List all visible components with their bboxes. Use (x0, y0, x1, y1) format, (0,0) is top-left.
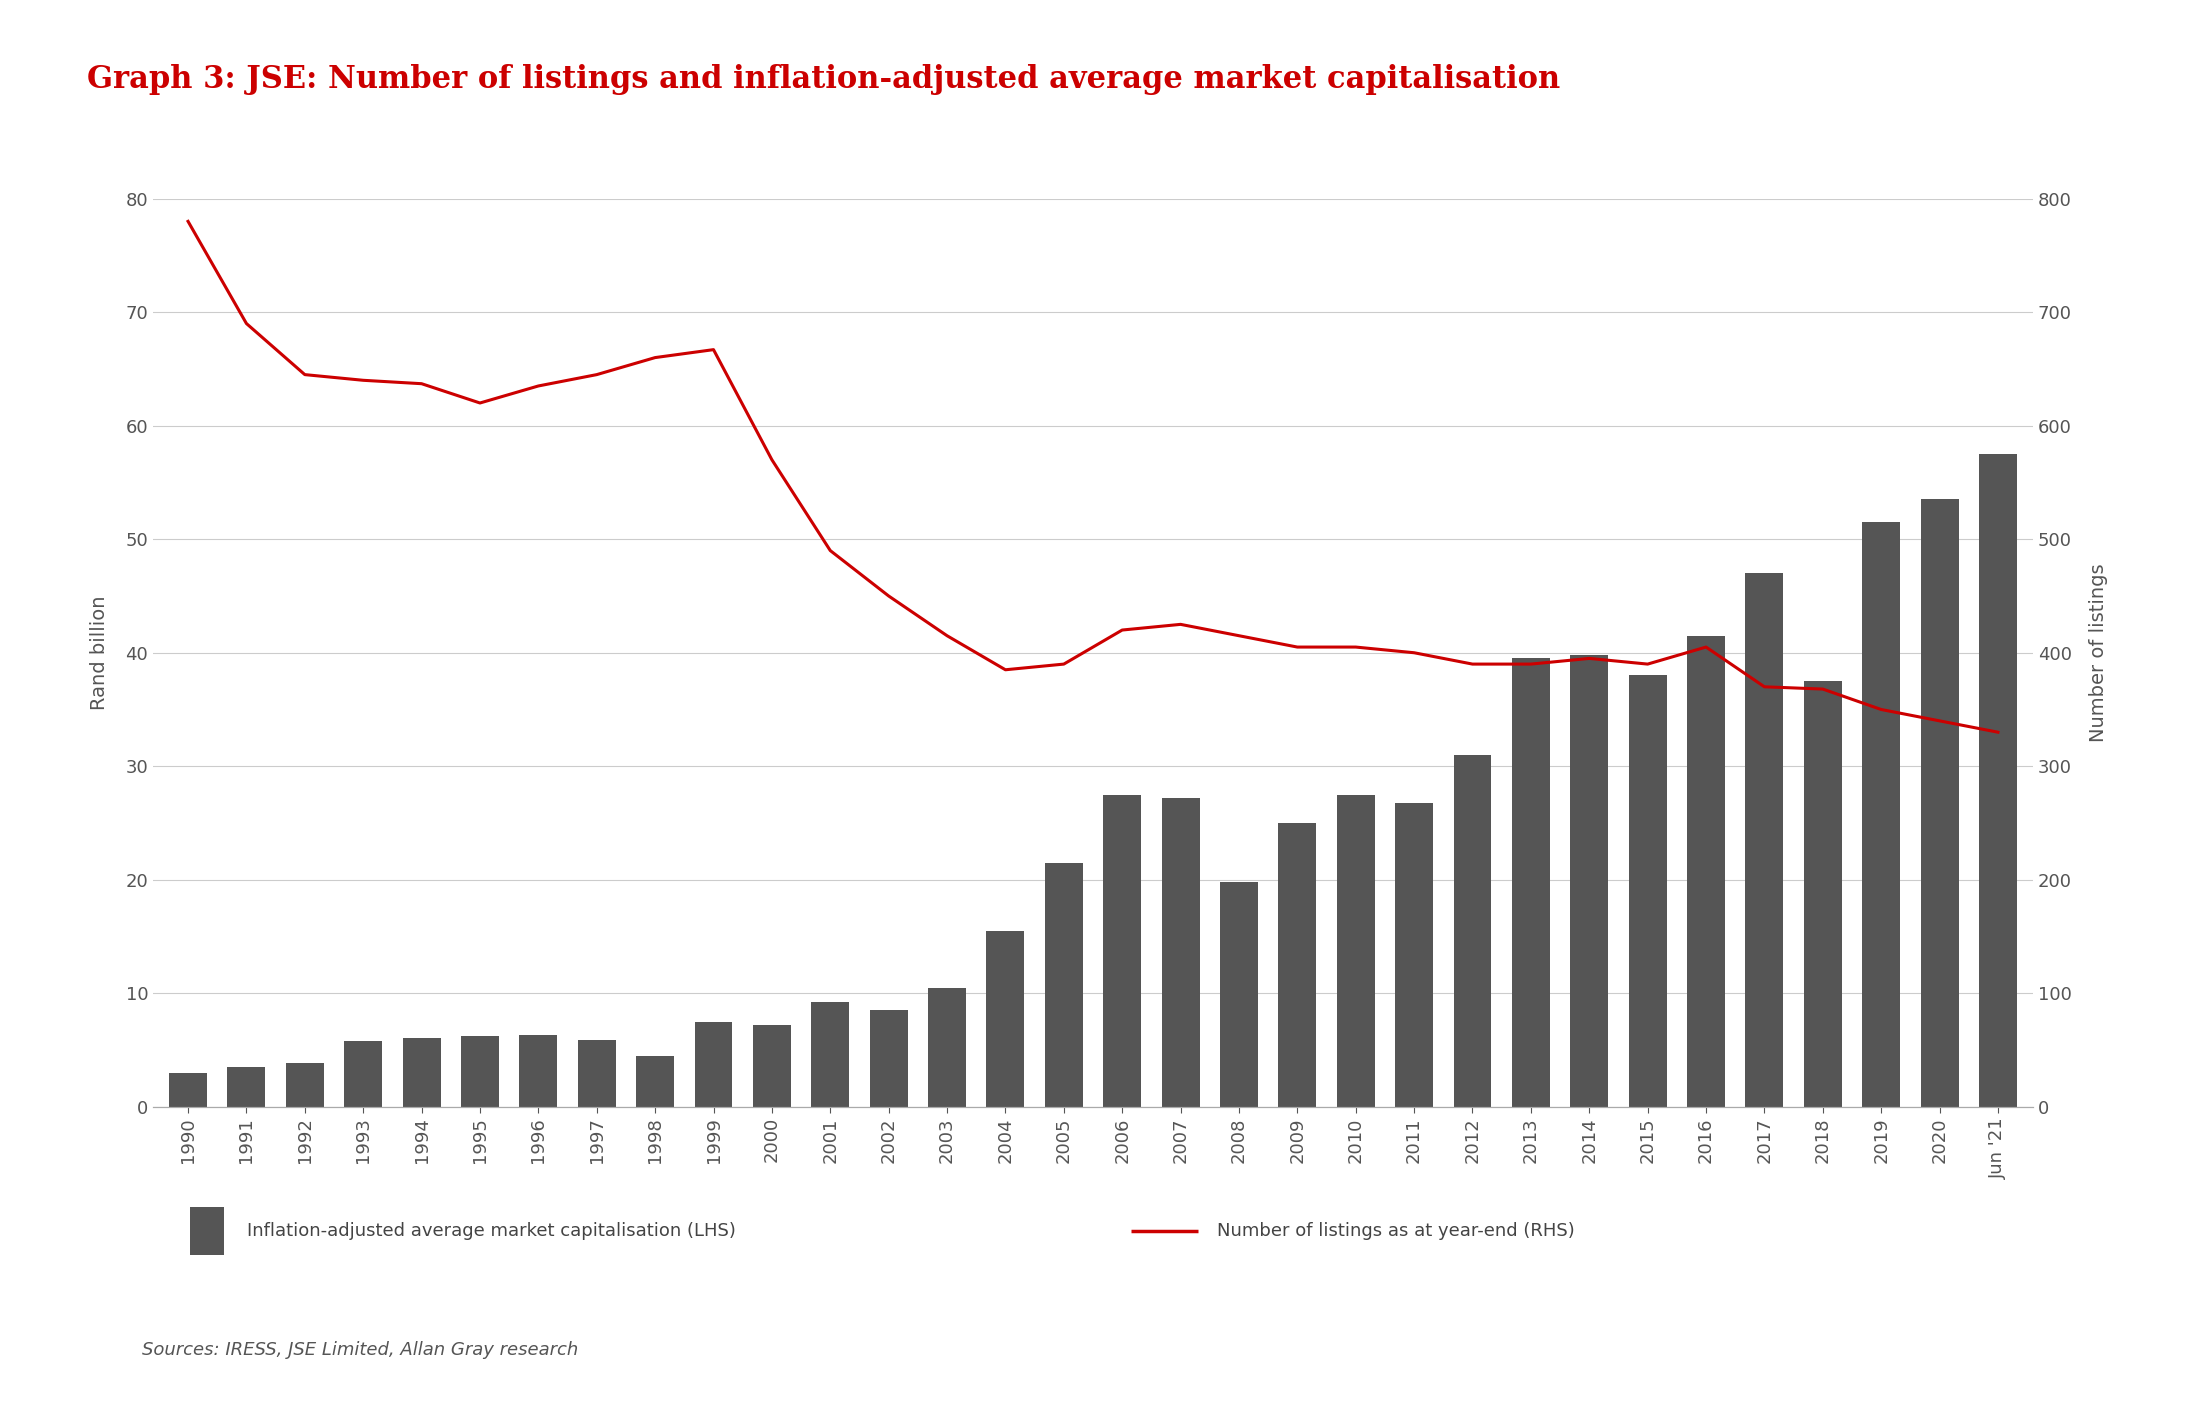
Bar (1570, 656, 1609, 1107)
Text: Graph 3: JSE: Number of listings and inflation-adjusted average market capitalis: Graph 3: JSE: Number of listings and inf… (87, 64, 1561, 95)
Bar (1978, 454, 2018, 1107)
Bar (986, 931, 1025, 1107)
Bar (1629, 675, 1666, 1107)
Bar (577, 1040, 616, 1107)
Bar (461, 1036, 498, 1107)
Bar (402, 1037, 442, 1107)
Bar (190, 1208, 223, 1254)
Bar (870, 1010, 907, 1107)
Bar (636, 1056, 673, 1107)
Bar (286, 1063, 324, 1107)
Bar (1744, 573, 1784, 1107)
Bar (1454, 755, 1491, 1107)
Bar (1803, 681, 1843, 1107)
Bar (520, 1036, 557, 1107)
Bar (929, 988, 966, 1107)
Bar (1395, 803, 1434, 1107)
Bar (1045, 863, 1082, 1107)
Bar (752, 1025, 791, 1107)
Bar (343, 1042, 383, 1107)
Bar (1921, 499, 1959, 1107)
Bar (1862, 522, 1900, 1107)
Bar (695, 1022, 732, 1107)
Bar (1279, 823, 1316, 1107)
Text: Sources: IRESS, JSE Limited, Allan Gray research: Sources: IRESS, JSE Limited, Allan Gray … (142, 1341, 579, 1359)
Text: Inflation-adjusted average market capitalisation (LHS): Inflation-adjusted average market capita… (247, 1222, 734, 1240)
Bar (1104, 795, 1141, 1107)
Bar (1220, 883, 1257, 1107)
Bar (1513, 658, 1550, 1107)
Bar (227, 1067, 265, 1107)
Y-axis label: Rand billion: Rand billion (90, 596, 109, 710)
Bar (1338, 795, 1375, 1107)
Y-axis label: Number of listings: Number of listings (2088, 563, 2107, 742)
Bar (1161, 797, 1200, 1107)
Text: Number of listings as at year-end (RHS): Number of listings as at year-end (RHS) (1218, 1222, 1574, 1240)
Bar (811, 1002, 848, 1107)
Bar (168, 1073, 208, 1107)
Bar (1688, 636, 1725, 1107)
